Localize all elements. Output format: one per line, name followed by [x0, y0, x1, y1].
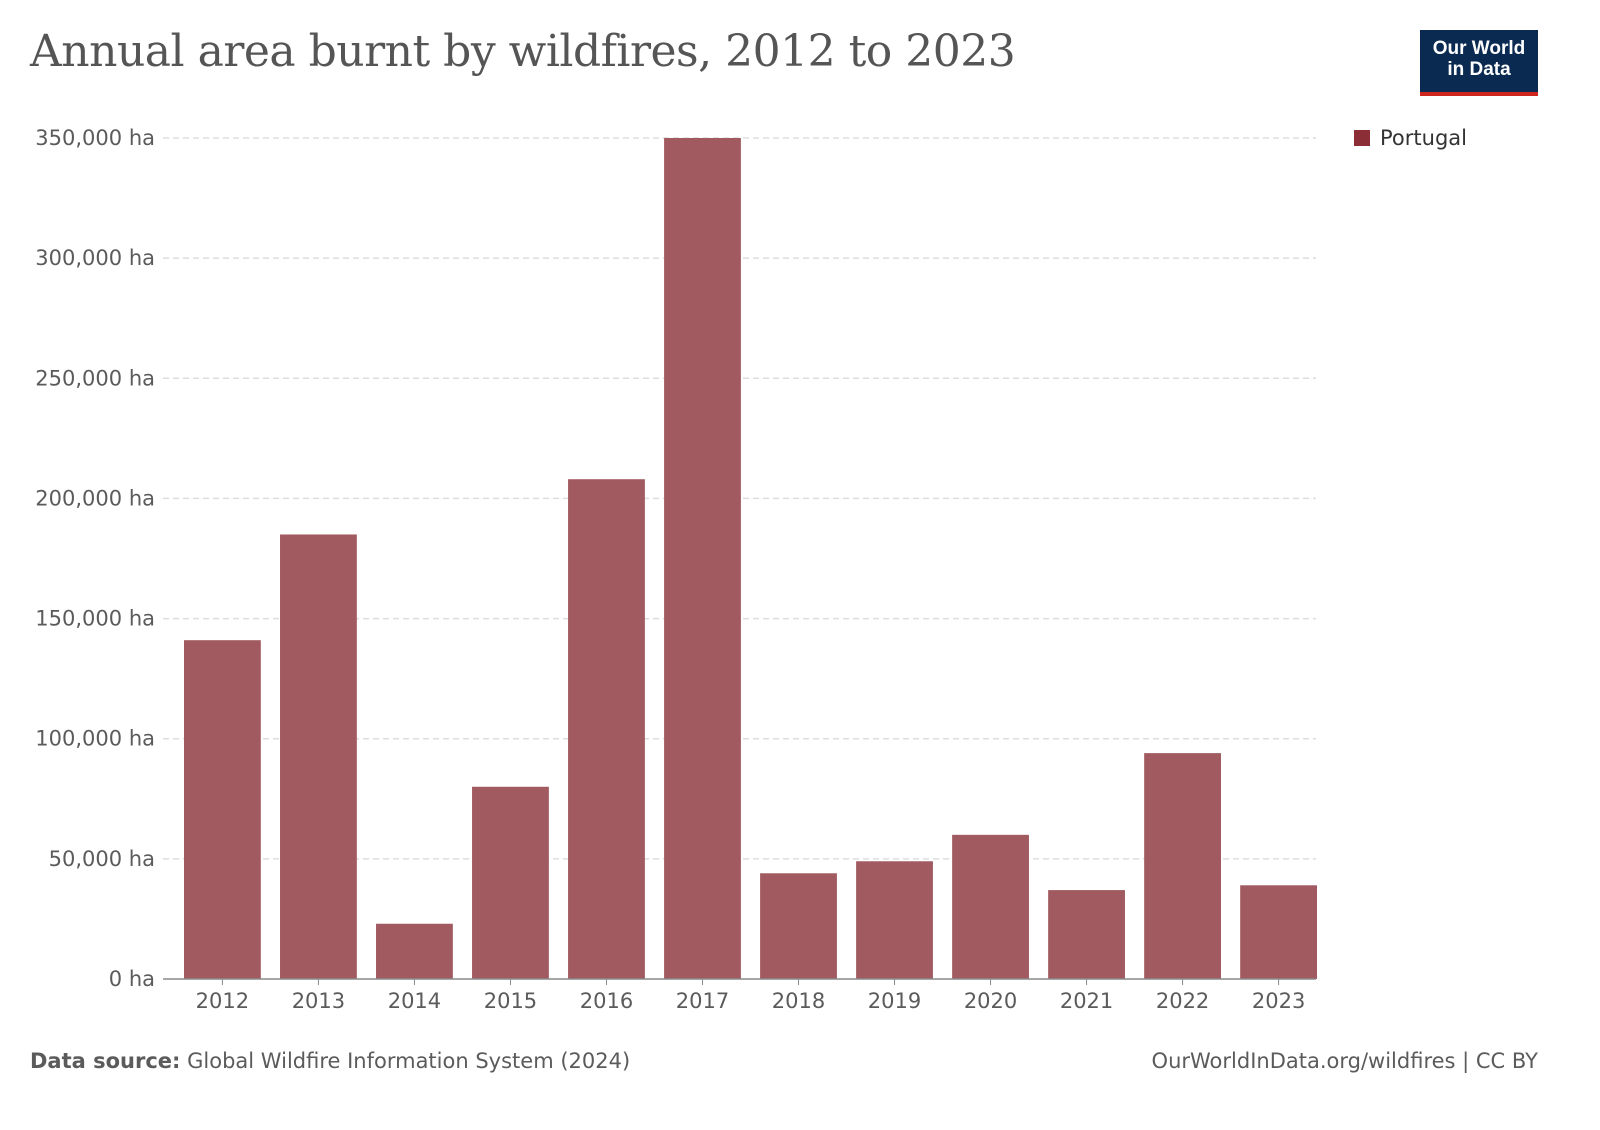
logo-line-2: in Data: [1447, 59, 1511, 80]
x-tick-label: 2018: [772, 989, 825, 1013]
y-tick-label: 300,000 ha: [35, 246, 155, 270]
bar-2018[interactable]: [760, 873, 837, 979]
bar-2015[interactable]: [472, 786, 549, 979]
bar-2016[interactable]: [568, 479, 645, 979]
legend-label-portugal: Portugal: [1380, 126, 1467, 150]
bar-2019[interactable]: [856, 861, 933, 979]
x-tick-label: 2017: [676, 989, 729, 1013]
data-source-text[interactable]: Global Wildfire Information System (2024…: [187, 1049, 631, 1073]
x-tick-label: 2022: [1156, 989, 1209, 1013]
bars: [184, 138, 1317, 979]
bar-2012[interactable]: [184, 640, 261, 979]
logo-line-1: Our World: [1432, 38, 1526, 59]
bar-2014[interactable]: [376, 923, 453, 979]
x-tick-label: 2019: [868, 989, 921, 1013]
y-tick-label: 350,000 ha: [35, 126, 155, 150]
x-axis-labels: 2012 2013 2014 2015 2016 2017 2018 2019 2020 2021…: [196, 979, 1305, 1013]
x-tick-label: 2021: [1060, 989, 1113, 1013]
y-tick-label: 250,000 ha: [35, 366, 155, 390]
x-tick-label: 2013: [292, 989, 345, 1013]
bar-2013[interactable]: [280, 534, 357, 979]
x-tick-label: 2015: [484, 989, 537, 1013]
owid-logo[interactable]: Our World in Data: [1420, 30, 1538, 96]
chart-title: Annual area burnt by wildfires, 2012 to …: [30, 26, 1016, 77]
y-tick-label: 100,000 ha: [35, 727, 155, 751]
license-link[interactable]: OurWorldInData.org/wildfires | CC BY: [1151, 1049, 1538, 1073]
bar-2021[interactable]: [1048, 890, 1125, 979]
bar-2022[interactable]: [1144, 753, 1221, 979]
y-tick-label: 200,000 ha: [35, 486, 155, 510]
legend[interactable]: Portugal: [1354, 126, 1467, 150]
bar-2023[interactable]: [1240, 885, 1317, 979]
y-tick-label: 150,000 ha: [35, 607, 155, 631]
data-source-label: Data source:: [30, 1049, 181, 1073]
x-tick-label: 2020: [964, 989, 1017, 1013]
x-tick-label: 2023: [1252, 989, 1305, 1013]
x-tick-label: 2016: [580, 989, 633, 1013]
data-source: Data source: Global Wildfire Information…: [30, 1049, 630, 1073]
legend-swatch: [1354, 130, 1370, 146]
y-tick-label: 0 ha: [109, 967, 155, 991]
y-axis-labels: 0 ha 50,000 ha 100,000 ha 150,000 ha 200,000…: [35, 126, 155, 991]
bar-2017[interactable]: [664, 138, 741, 979]
y-tick-label: 50,000 ha: [49, 847, 155, 871]
x-tick-label: 2012: [196, 989, 249, 1013]
x-tick-label: 2014: [388, 989, 441, 1013]
bar-2020[interactable]: [952, 834, 1029, 979]
